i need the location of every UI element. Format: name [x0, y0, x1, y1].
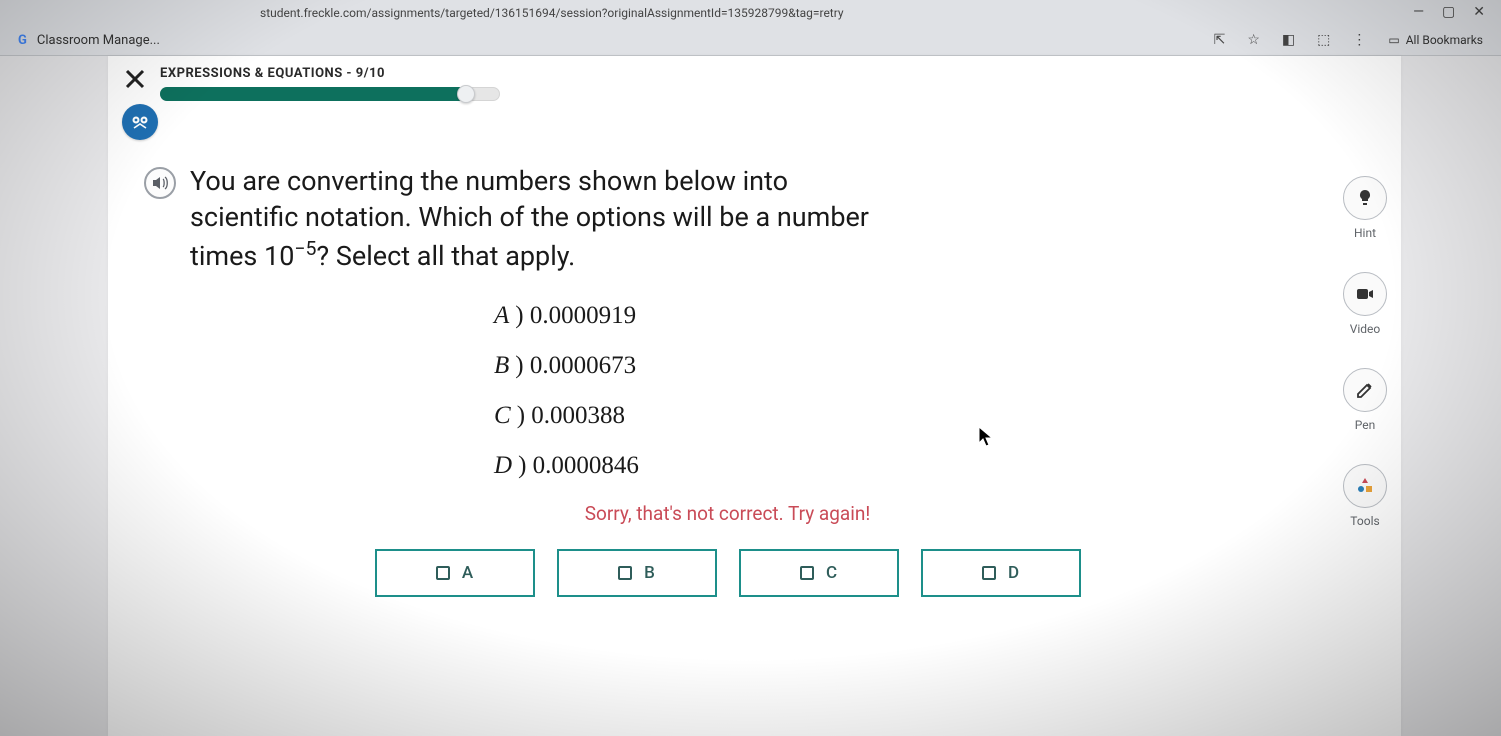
tool-video[interactable]: Video [1343, 272, 1387, 336]
tool-hint[interactable]: Hint [1343, 176, 1387, 240]
tab-share-icon[interactable]: ⇱ [1214, 32, 1226, 48]
app-header: EXPRESSIONS & EQUATIONS - 9/10 [108, 56, 1401, 107]
close-button[interactable] [122, 66, 148, 92]
all-bookmarks-button[interactable]: ▭ All Bookmarks [1388, 33, 1483, 47]
bookmark-classroom[interactable]: Classroom Manage... [37, 33, 160, 48]
browser-chrome: student.freckle.com/assignments/targeted… [0, 0, 1501, 56]
progress-bar [160, 87, 500, 101]
tools-button[interactable] [1343, 464, 1387, 508]
pen-button[interactable] [1343, 368, 1387, 412]
answer-button-b[interactable]: B [557, 549, 717, 597]
lightbulb-icon [1355, 188, 1375, 208]
pencil-icon [1355, 380, 1375, 400]
speaker-icon [151, 174, 169, 192]
choice-d: D) 0.0000846 [494, 452, 1311, 480]
google-g-icon[interactable]: G [18, 33, 27, 48]
feedback-message: Sorry, that's not correct. Try again! [144, 502, 1311, 525]
video-icon [1355, 284, 1375, 304]
extension-icon[interactable]: ◧ [1282, 32, 1295, 48]
choice-c: C) 0.000388 [494, 402, 1311, 430]
kebab-menu-icon[interactable]: ⋮ [1352, 32, 1366, 48]
checkbox-icon [800, 566, 814, 580]
answer-button-a[interactable]: A [375, 549, 535, 597]
choices-list: A) 0.0000919 B) 0.0000673 C) 0.000388 D)… [494, 302, 1311, 480]
window-minimize-icon[interactable]: — [1413, 4, 1424, 20]
close-icon [124, 68, 146, 90]
content-area: You are converting the numbers shown bel… [108, 107, 1401, 597]
window-close-icon[interactable]: ✕ [1473, 4, 1485, 20]
video-button[interactable] [1343, 272, 1387, 316]
speak-button[interactable] [144, 167, 176, 199]
star-icon[interactable]: ☆ [1247, 32, 1260, 48]
answer-buttons: A B C D [144, 549, 1311, 597]
checkbox-icon [436, 566, 450, 580]
progress-knob [457, 85, 475, 103]
hint-button[interactable] [1343, 176, 1387, 220]
folder-icon: ▭ [1388, 33, 1399, 47]
tool-pen[interactable]: Pen [1343, 368, 1387, 432]
question-text: You are converting the numbers shown bel… [190, 163, 869, 274]
choice-a: A) 0.0000919 [494, 302, 1311, 330]
window-controls: — ▢ ✕ [1413, 4, 1485, 20]
url-bar-row: student.freckle.com/assignments/targeted… [0, 0, 1501, 26]
side-toolbar: Hint Video Pen Tools [1343, 176, 1387, 528]
bookmarks-bar: G Classroom Manage... ⇱ ☆ ◧ ⬚ ⋮ ▭ All Bo… [0, 26, 1501, 55]
tool-tools[interactable]: Tools [1343, 464, 1387, 528]
choice-b: B) 0.0000673 [494, 352, 1311, 380]
app-container: EXPRESSIONS & EQUATIONS - 9/10 You a [108, 56, 1401, 736]
puzzle-icon[interactable]: ⬚ [1317, 32, 1330, 48]
checkbox-icon [982, 566, 996, 580]
answer-button-d[interactable]: D [921, 549, 1081, 597]
checkbox-icon [618, 566, 632, 580]
url-text: student.freckle.com/assignments/targeted… [260, 6, 1489, 20]
shapes-icon [1355, 476, 1375, 496]
answer-button-c[interactable]: C [739, 549, 899, 597]
progress-fill [160, 87, 466, 101]
header-title: EXPRESSIONS & EQUATIONS - 9/10 [160, 66, 1387, 81]
window-maximize-icon[interactable]: ▢ [1442, 4, 1455, 20]
